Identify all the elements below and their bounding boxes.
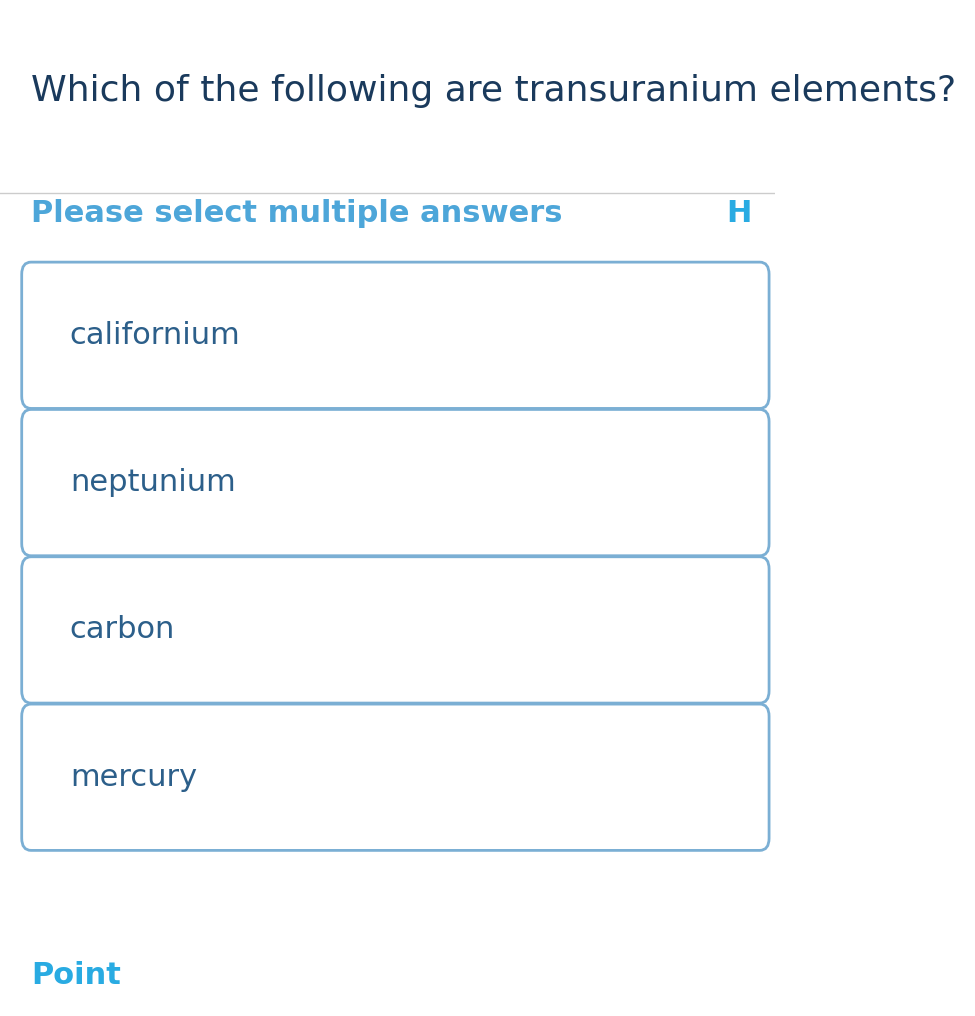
FancyBboxPatch shape bbox=[21, 704, 769, 850]
FancyBboxPatch shape bbox=[21, 557, 769, 703]
Text: californium: californium bbox=[70, 321, 241, 350]
Text: carbon: carbon bbox=[70, 616, 176, 644]
FancyBboxPatch shape bbox=[21, 262, 769, 408]
Text: Please select multiple answers: Please select multiple answers bbox=[31, 199, 563, 228]
Text: neptunium: neptunium bbox=[70, 468, 236, 497]
FancyBboxPatch shape bbox=[21, 409, 769, 556]
Text: mercury: mercury bbox=[70, 763, 197, 791]
Text: Which of the following are transuranium elements?: Which of the following are transuranium … bbox=[31, 74, 956, 109]
Text: H: H bbox=[726, 199, 752, 228]
Text: Point: Point bbox=[31, 961, 121, 990]
